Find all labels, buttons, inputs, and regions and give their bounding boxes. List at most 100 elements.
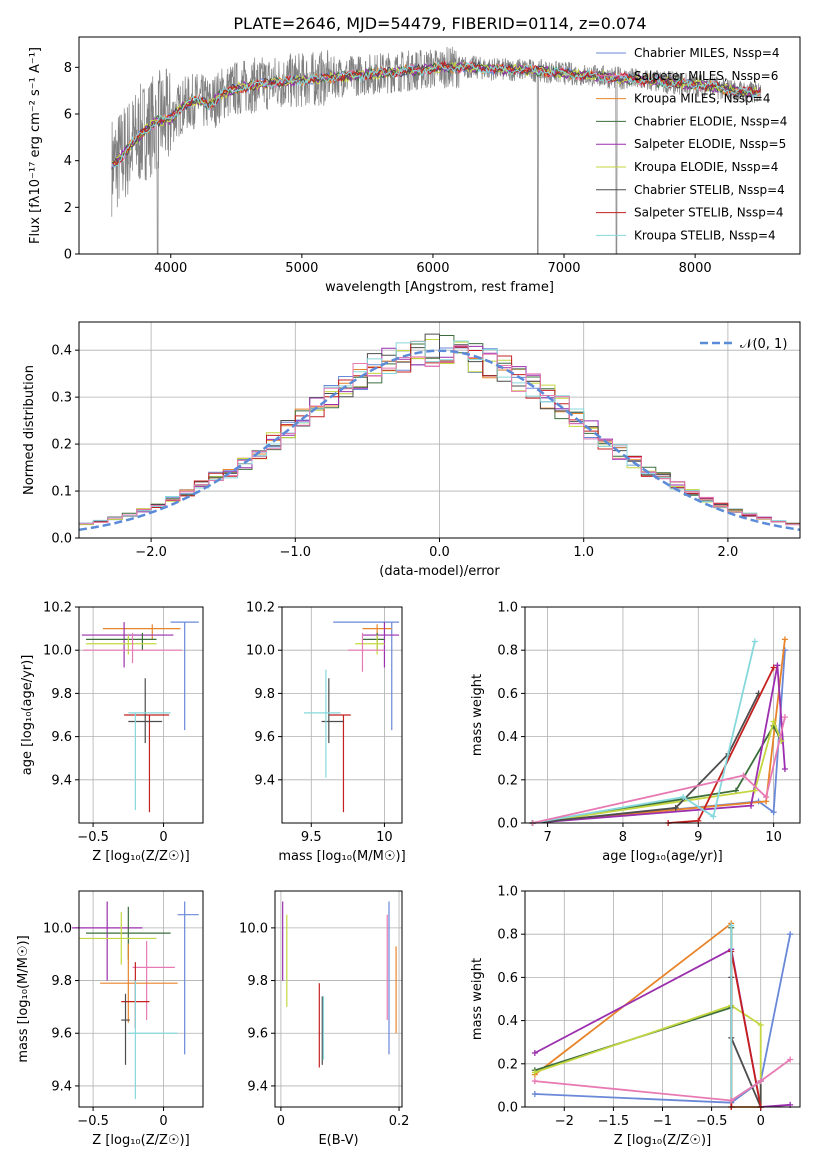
y-tick-label: 0.1 [51, 485, 72, 500]
y-tick-label: 9.8 [254, 687, 275, 702]
x-tick-label: 0 [159, 830, 167, 845]
y-tick-label: 0.8 [497, 928, 518, 943]
x-axis-label: Z [log₁₀(Z/Z☉)] [92, 849, 189, 864]
gaussian-reference-curve [78, 349, 801, 532]
x-tick-label: −1 [653, 1114, 672, 1129]
weight-marker [763, 794, 770, 801]
data-point [121, 993, 130, 1065]
data-point [128, 712, 171, 811]
spectrum-data-line [111, 46, 762, 254]
y-tick-label: 0.0 [497, 1101, 518, 1116]
x-axis-label: mass [log₁₀(M/M☉)] [278, 849, 405, 864]
figure-title: PLATE=2646, MJD=54479, FIBERID=0114, z=0… [233, 14, 646, 33]
data-point [71, 901, 143, 981]
y-tick-label: 0.4 [51, 344, 72, 359]
x-tick-label: −0.5 [696, 1114, 728, 1129]
x-tick-label: 10 [376, 830, 393, 845]
x-tick-label: 0 [277, 1114, 285, 1129]
x-tick-label: 8 [619, 830, 627, 845]
weight-marker [787, 931, 794, 938]
data-point [170, 621, 199, 731]
data-point [328, 714, 351, 813]
y-tick-label: 0.0 [51, 532, 72, 547]
x-tick-label: 6000 [416, 261, 449, 276]
weight-marker [531, 1050, 538, 1056]
weight-marker [781, 766, 788, 772]
y-axis-label: Flux [fλ10⁻¹⁷ erg cm⁻² s⁻¹ A⁻¹] [28, 47, 43, 244]
legend-entry: Kroupa ELODIE, Nssp=4 [634, 160, 778, 174]
weight-marker [757, 1021, 764, 1028]
data-point [81, 622, 174, 668]
y-tick-label: 9.4 [254, 773, 275, 788]
y-tick-label: 9.4 [247, 1079, 268, 1094]
weight-marker [680, 794, 687, 801]
weight-marker [531, 1069, 538, 1076]
y-axis-label: mass weight [470, 958, 485, 1040]
mass-vs-Z-frame [78, 890, 204, 1108]
y-tick-label: 9.8 [247, 974, 268, 989]
y-tick-label: 1.0 [497, 601, 518, 616]
weight-line-1 [534, 934, 792, 1104]
y-tick-label: 0.6 [497, 971, 518, 986]
age-vs-mass-axes: 9.5 10 9.4 9.6 9.8 10.0 10.2 mass [log₁₀(M/M☉)] [246, 601, 406, 865]
y-tick-label: 6 [64, 108, 72, 123]
age-vs-mass-frame [281, 606, 403, 824]
weight-marker [728, 1097, 735, 1104]
y-axis-label: mass weight [470, 674, 485, 756]
y-tick-label: 10.2 [246, 601, 275, 616]
weight-marker [770, 809, 777, 816]
x-tick-label: 10 [765, 830, 782, 845]
weight-line-9 [532, 716, 786, 824]
y-tick-label: 2 [64, 201, 72, 216]
y-tick-label: 10.0 [43, 921, 72, 936]
x-tick-label: 2.0 [718, 545, 739, 560]
weight-marker [770, 664, 777, 671]
data-point [79, 912, 157, 965]
weight-marker [751, 787, 758, 794]
spectrum-frame [78, 36, 801, 255]
y-tick-label: 9.4 [51, 1079, 72, 1094]
weight-marker [757, 1078, 764, 1085]
age-vs-Z-axes: −0.5 0 9.4 9.6 9.8 10.0 10.2 Z [log₁₀(Z/Z☉)] age… [20, 601, 203, 864]
legend-entry: Salpeter ELODIE, Nssp=5 [634, 137, 786, 151]
x-tick-label: 9 [694, 830, 702, 845]
x-tick-label: −2.0 [135, 545, 167, 560]
data-point [128, 980, 178, 1100]
weight-marker [531, 1078, 538, 1085]
weight-marker [748, 802, 755, 809]
weight-line-6 [532, 692, 760, 824]
x-tick-label: 0 [757, 1114, 765, 1129]
data-point [347, 632, 385, 672]
legend-entry: Salpeter STELIB, Nssp=4 [634, 206, 784, 220]
weight-marker [751, 638, 758, 645]
legend-entry: Salpeter MILES, Nssp=6 [634, 69, 778, 83]
legend-entry: Kroupa STELIB, Nssp=4 [634, 228, 776, 242]
x-axis-label: wavelength [Angstrom, rest frame] [325, 280, 554, 295]
weight-marker [774, 662, 781, 669]
x-tick-label: 0.0 [429, 545, 450, 560]
y-tick-label: 10.0 [43, 644, 72, 659]
weight-marker [770, 718, 777, 725]
y-tick-label: 8 [64, 61, 72, 76]
y-tick-label: 0.6 [497, 687, 518, 702]
y-tick-label: 9.4 [51, 773, 72, 788]
y-tick-label: 10.0 [239, 921, 268, 936]
legend-entry: Chabrier MILES, Nssp=4 [634, 46, 780, 60]
x-tick-label: −0.5 [77, 1114, 109, 1129]
weight-line-5 [534, 1004, 762, 1107]
data-point [303, 669, 341, 778]
x-tick-label: −1.5 [598, 1114, 630, 1129]
histogram-series-9 [79, 345, 800, 526]
residual-histogram-frame [78, 321, 801, 539]
data-point [362, 622, 400, 668]
y-tick-label: 0.2 [497, 1057, 518, 1072]
x-tick-label: 7000 [547, 261, 580, 276]
y-tick-label: 0.8 [497, 644, 518, 659]
y-axis-label: age [log₁₀(age/yr)] [20, 655, 35, 776]
model-line-9 [111, 61, 761, 168]
x-tick-label: −1.0 [280, 545, 312, 560]
y-tick-label: 9.6 [247, 1027, 268, 1042]
mass-vs-Z-axes: −0.5 0 9.4 9.6 9.8 10.0 Z [log₁₀(Z/Z☉)] mass [l… [16, 891, 203, 1148]
spectrum-axes: 4000 5000 6000 7000 8000 0 2 4 6 8 wavelength [Ang… [28, 47, 712, 295]
